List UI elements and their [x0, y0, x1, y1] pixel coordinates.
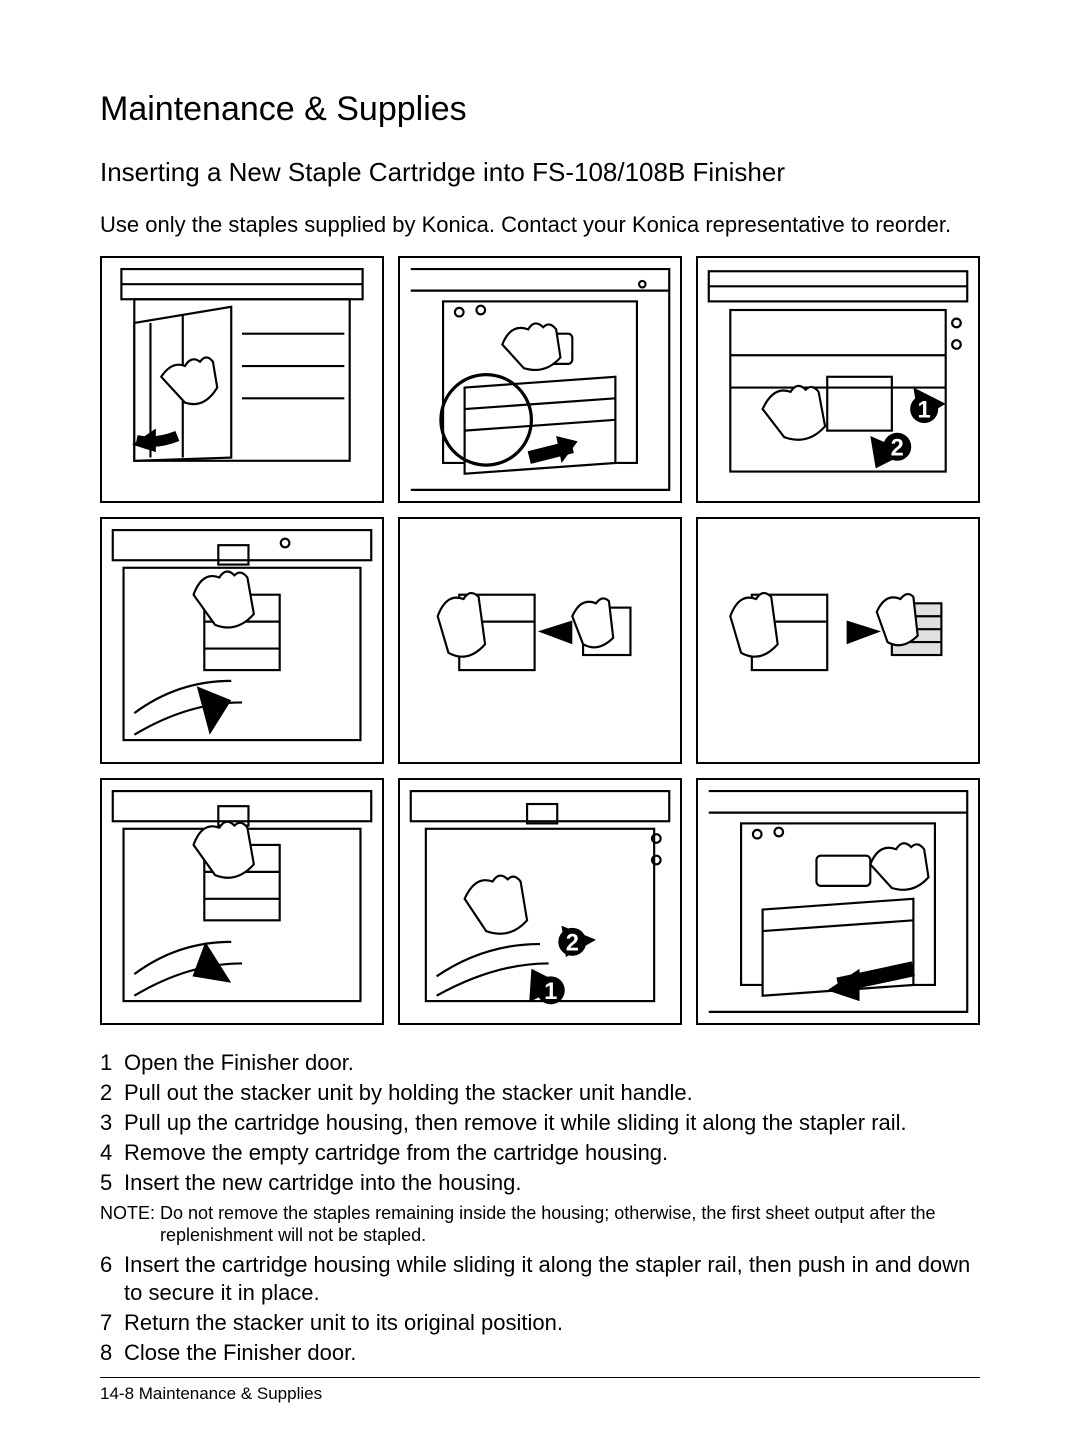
step-item: 2 Pull out the stacker unit by holding th…: [100, 1079, 980, 1107]
figure-panel-5: [398, 517, 682, 764]
step-text: Remove the empty cartridge from the cart…: [124, 1139, 980, 1167]
svg-text:1: 1: [918, 398, 931, 424]
steps-list-before-note: 1 Open the Finisher door. 2 Pull out the s…: [100, 1049, 980, 1198]
figure-panel-7: [100, 778, 384, 1025]
step-text: Pull out the stacker unit by holding the…: [124, 1079, 980, 1107]
step-text: Pull up the cartridge housing, then remo…: [124, 1109, 980, 1137]
svg-text:2: 2: [891, 435, 904, 461]
step-text: Insert the new cartridge into the housin…: [124, 1169, 980, 1197]
step-number: 5: [100, 1169, 114, 1197]
step-text: Insert the cartridge housing while slidi…: [124, 1251, 980, 1307]
figure-panel-4: [100, 517, 384, 764]
steps-list-after-note: 6Insert the cartridge housing while slid…: [100, 1251, 980, 1368]
figure-panel-1: [100, 256, 384, 503]
step-number: 4: [100, 1139, 114, 1167]
step-item: 6Insert the cartridge housing while slid…: [100, 1251, 980, 1307]
figure-panel-3: 1 2: [696, 256, 980, 503]
step-item: 5 Insert the new cartridge into the housi…: [100, 1169, 980, 1197]
section-subtitle: Inserting a New Staple Cartridge into FS…: [100, 157, 980, 188]
step-text: Open the Finisher door.: [124, 1049, 980, 1077]
step-number: 2: [100, 1079, 114, 1107]
note-label: NOTE:: [100, 1203, 155, 1223]
step-number: 8: [100, 1339, 114, 1367]
step-item: 8 Close the Finisher door.: [100, 1339, 980, 1367]
step-number: 1: [100, 1049, 114, 1077]
figure-panel-2: [398, 256, 682, 503]
note-text: Do not remove the staples remaining insi…: [160, 1203, 935, 1246]
footer-rule: [100, 1377, 980, 1378]
intro-text: Use only the staples supplied by Konica.…: [100, 212, 980, 238]
page-footer: 14-8 Maintenance & Supplies: [100, 1384, 980, 1404]
step-text: Return the stacker unit to its original …: [124, 1309, 980, 1337]
step-number: 3: [100, 1109, 114, 1137]
instruction-figure-grid: 1 2: [100, 256, 980, 1025]
step-item: 4 Remove the empty cartridge from the car…: [100, 1139, 980, 1167]
step-number: 7: [100, 1309, 114, 1337]
figure-panel-6: [696, 517, 980, 764]
step-text: Close the Finisher door.: [124, 1339, 980, 1367]
step-number: 6: [100, 1251, 114, 1307]
figure-panel-9: [696, 778, 980, 1025]
figure-panel-8: 2 1: [398, 778, 682, 1025]
svg-text:1: 1: [544, 979, 557, 1005]
page-title: Maintenance & Supplies: [100, 90, 980, 129]
step-item: 3 Pull up the cartridge housing, then rem…: [100, 1109, 980, 1137]
step-item: 7 Return the stacker unit to its original…: [100, 1309, 980, 1337]
svg-text:2: 2: [566, 930, 579, 956]
note: NOTE: Do not remove the staples remainin…: [100, 1202, 980, 1247]
step-item: 1 Open the Finisher door.: [100, 1049, 980, 1077]
